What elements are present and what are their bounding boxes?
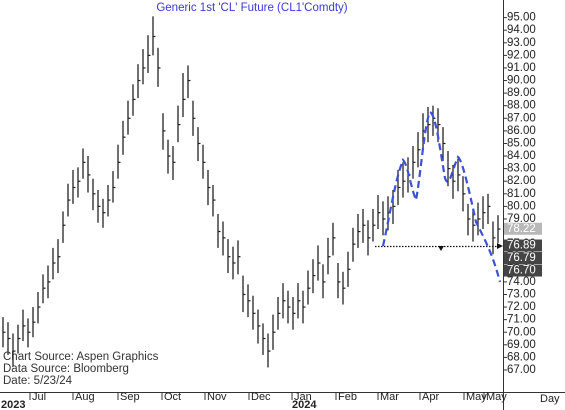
price-label: 76.89 (507, 240, 536, 252)
y-tick-label: 85.00 (507, 137, 536, 149)
y-tick-label: 67.00 (507, 364, 536, 376)
y-tick-label: 71.00 (507, 314, 536, 326)
x-tick-label: Dec (251, 391, 271, 403)
source-note: Chart Source: Aspen Graphics (3, 351, 159, 363)
price-label-box (504, 252, 542, 265)
x-tick-label: Sep (120, 391, 140, 403)
y-tick-label: 82.00 (507, 175, 536, 187)
y-tick-label: 88.00 (507, 100, 536, 112)
price-label: 76.70 (507, 265, 536, 277)
y-tick-label: 87.00 (507, 112, 536, 124)
price-label-box (504, 222, 542, 235)
source-note: Date: 5/23/24 (3, 375, 73, 387)
pattern-annotation (381, 110, 502, 283)
y-tick-label: 74.00 (507, 276, 536, 288)
y-tick-label: 69.00 (507, 339, 536, 351)
year-label: 2023 (1, 399, 25, 410)
y-tick-label: 90.00 (507, 75, 536, 87)
y-tick-label: 92.00 (507, 49, 536, 61)
y-tick-label: 91.00 (507, 62, 536, 74)
source-note: Data Source: Bloomberg (3, 363, 129, 375)
x-tick-label: Feb (338, 391, 357, 403)
year-label: 2024 (292, 399, 317, 410)
y-tick-label: 83.00 (507, 163, 536, 175)
x-tick-label: Jan (294, 391, 312, 403)
y-tick-label: 68.00 (507, 351, 536, 363)
x-tick-label: May (486, 391, 507, 403)
x-tick-label: Aug (75, 391, 95, 403)
price-label-box (504, 239, 542, 252)
x-tick-label: Jul (32, 391, 46, 403)
price-label: 76.79 (507, 252, 536, 264)
y-tick-label: 81.00 (507, 188, 536, 200)
x-tick-label: Oct (164, 391, 181, 403)
x-tick-label: Mar (380, 391, 399, 403)
y-tick-label: 70.00 (507, 326, 536, 338)
price-label-box (504, 264, 542, 277)
y-tick-label: 86.00 (507, 125, 536, 137)
y-tick-label: 84.00 (507, 150, 536, 162)
y-tick-label: 95.00 (507, 12, 536, 24)
y-tick-label: 89.00 (507, 87, 536, 99)
x-unit-label: Day (540, 393, 560, 405)
y-tick-label: 73.00 (507, 289, 536, 301)
chart-title: Generic 1st 'CL' Future (CL1'Comdty) (156, 2, 347, 14)
x-tick-label: May (466, 391, 487, 403)
y-tick-label: 94.00 (507, 24, 536, 36)
y-tick-label: 80.00 (507, 200, 536, 212)
y-tick-label: 93.00 (507, 37, 536, 49)
y-tick-label: 79.00 (507, 213, 536, 225)
x-tick-label: Nov (207, 391, 227, 403)
price-label: 78.22 (507, 223, 536, 235)
y-tick-label: 72.00 (507, 301, 536, 313)
x-tick-label: Apr (422, 391, 439, 403)
plot-area (2, 16, 501, 368)
